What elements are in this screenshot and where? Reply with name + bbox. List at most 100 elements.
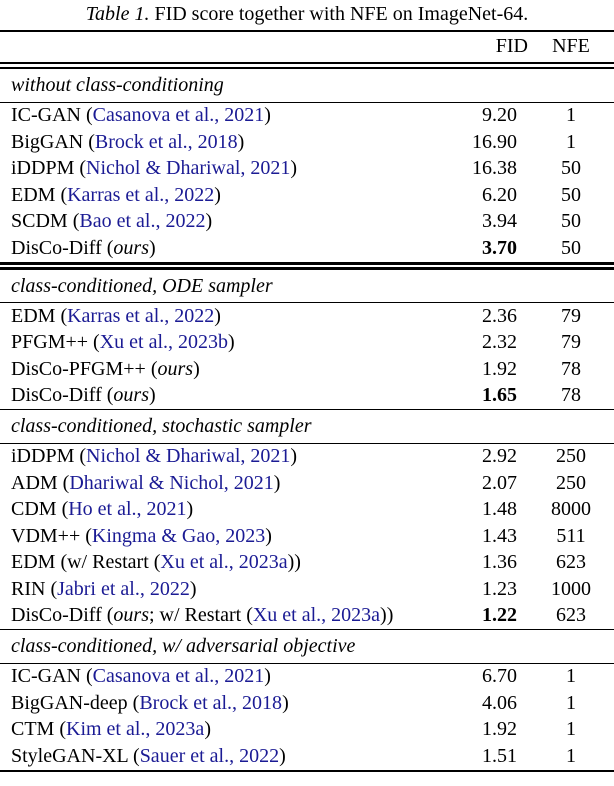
citation-link[interactable]: Nichol & Dhariwal, 2021	[86, 445, 291, 467]
method-cell: ADM (Dhariwal & Nichol, 2021)	[0, 470, 456, 497]
method-post: )	[204, 718, 211, 740]
citation-link[interactable]: Casanova et al., 2021	[92, 665, 265, 687]
citation-link[interactable]: Brock et al., 2018	[94, 130, 238, 153]
table-row: PFGM++ (Xu et al., 2023b) 2.32 79	[0, 330, 614, 357]
fid-value: 9.20	[482, 104, 517, 126]
method-cell: RIN (Jabri et al., 2022)	[0, 576, 456, 603]
citation-link[interactable]: Sauer et al., 2022	[139, 744, 280, 767]
section-header-row: class-conditioned, w/ adversarial object…	[0, 630, 614, 664]
fid-value: 4.06	[482, 691, 517, 714]
section-label: class-conditioned, stochastic sampler	[11, 415, 312, 437]
method-cell: DisCo-Diff (ours)	[0, 235, 456, 266]
citation-link[interactable]: Casanova et al., 2021	[92, 104, 265, 126]
method-mid-text: ; w/ Restart (	[148, 604, 253, 626]
nfe-value: 8000	[551, 498, 591, 520]
table-row: CTM (Kim et al., 2023a) 1.92 1	[0, 717, 614, 744]
table-row: EDM (Karras et al., 2022) 2.36 79	[0, 303, 614, 330]
method-name: DisCo-PFGM++ (	[11, 357, 158, 380]
nfe-value: 1	[566, 665, 576, 687]
method-name: BigGAN-deep (	[11, 691, 140, 714]
fid-value: 3.94	[482, 210, 517, 232]
section-header-cell: class-conditioned, ODE sampler	[0, 266, 614, 303]
fid-value: 1.23	[482, 577, 517, 600]
method-name: DisCo-Diff (	[11, 604, 114, 626]
fid-value: 1.48	[482, 498, 517, 520]
citation-link[interactable]: Kim et al., 2023a	[66, 718, 205, 740]
fid-value: 16.90	[472, 130, 517, 153]
method-name: DisCo-Diff (	[11, 384, 114, 406]
citation-link[interactable]: Kingma & Gao, 2023	[91, 524, 266, 547]
fid-value: 6.70	[482, 665, 517, 687]
method-cell: IC-GAN (Casanova et al., 2021)	[0, 663, 456, 690]
citation-link[interactable]: Karras et al., 2022	[67, 304, 215, 327]
citation-link[interactable]: Jabri et al., 2022	[57, 577, 190, 600]
nfe-value: 50	[561, 236, 581, 259]
nfe-value: 78	[561, 357, 581, 380]
method-post: )	[282, 691, 289, 714]
fid-value: 1.51	[482, 744, 517, 767]
citation-link[interactable]: Brock et al., 2018	[139, 691, 283, 714]
citation-link[interactable]: Karras et al., 2022	[67, 183, 215, 206]
table-row: DisCo-Diff (ours) 1.65 78	[0, 383, 614, 410]
table-row: BigGAN (Brock et al., 2018) 16.90 1	[0, 129, 614, 156]
method-post: )	[290, 445, 298, 467]
fid-value: 1.22	[482, 604, 517, 626]
nfe-value: 623	[556, 604, 586, 626]
method-post: )	[290, 157, 298, 179]
method-post: )	[273, 471, 281, 494]
fid-value: 2.36	[482, 304, 517, 327]
table-section: class-conditioned, ODE sampler EDM (Karr…	[0, 266, 614, 410]
table-row: DisCo-Diff (ours) 3.70 50	[0, 235, 614, 266]
method-cell: BigGAN-deep (Brock et al., 2018)	[0, 690, 456, 717]
fid-value: 1.43	[482, 524, 517, 547]
citation-link[interactable]: Xu et al., 2023b	[99, 331, 229, 353]
table-section: class-conditioned, w/ adversarial object…	[0, 630, 614, 771]
table-row: IC-GAN (Casanova et al., 2021) 6.70 1	[0, 663, 614, 690]
nfe-value: 1	[566, 691, 576, 714]
nfe-value: 250	[556, 471, 586, 494]
citation-link[interactable]: Nichol & Dhariwal, 2021	[86, 157, 291, 179]
method-name: IC-GAN (	[11, 104, 93, 126]
table-row: CDM (Ho et al., 2021) 1.48 8000	[0, 497, 614, 524]
method-name: EDM (	[11, 304, 68, 327]
nfe-value: 50	[561, 183, 581, 206]
fid-value: 2.07	[482, 471, 517, 494]
citation-link[interactable]: Xu et al., 2023a	[252, 604, 381, 626]
fid-value: 3.70	[482, 236, 517, 259]
nfe-value: 78	[561, 384, 581, 406]
fid-value: 1.92	[482, 718, 517, 740]
citation-link[interactable]: Dhariwal & Nichol, 2021	[69, 471, 274, 494]
section-header-row: without class-conditioning	[0, 66, 614, 103]
section-label: without class-conditioning	[11, 74, 224, 96]
section-header-cell: class-conditioned, w/ adversarial object…	[0, 630, 614, 664]
method-post: )	[214, 183, 221, 206]
table-row: RIN (Jabri et al., 2022) 1.23 1000	[0, 576, 614, 603]
fid-value: 16.38	[472, 157, 517, 179]
method-cell: PFGM++ (Xu et al., 2023b)	[0, 330, 456, 357]
method-cell: iDDPM (Nichol & Dhariwal, 2021)	[0, 443, 456, 470]
table-row: DisCo-PFGM++ (ours) 1.92 78	[0, 356, 614, 383]
table-row: EDM (Karras et al., 2022) 6.20 50	[0, 182, 614, 209]
citation-link[interactable]: Xu et al., 2023a	[160, 551, 288, 573]
method-post: )	[279, 744, 286, 767]
nfe-value: 1000	[551, 577, 591, 600]
section-header-cell: without class-conditioning	[0, 66, 614, 103]
method-post: )	[148, 384, 156, 406]
fid-value: 6.20	[482, 183, 517, 206]
method-cell: EDM (Karras et al., 2022)	[0, 303, 456, 330]
method-cell: CTM (Kim et al., 2023a)	[0, 717, 456, 744]
table-caption-text: FID score together with NFE on ImageNet-…	[149, 3, 529, 25]
method-post: )	[237, 130, 245, 153]
section-header-cell: class-conditioned, stochastic sampler	[0, 410, 614, 444]
method-post: )	[205, 210, 213, 232]
method-name: VDM++ (	[11, 524, 92, 547]
method-name: CDM (	[11, 498, 69, 520]
method-cell: EDM (w/ Restart (Xu et al., 2023a))	[0, 550, 456, 577]
citation-link[interactable]: Ho et al., 2021	[68, 498, 187, 520]
citation-link[interactable]: Bao et al., 2022	[79, 210, 206, 232]
method-name: StyleGAN-XL (	[11, 744, 140, 767]
section-header-row: class-conditioned, stochastic sampler	[0, 410, 614, 444]
method-name: BigGAN (	[11, 130, 95, 153]
method-cell: DisCo-Diff (ours)	[0, 383, 456, 410]
method-name: DisCo-Diff (	[11, 236, 114, 259]
